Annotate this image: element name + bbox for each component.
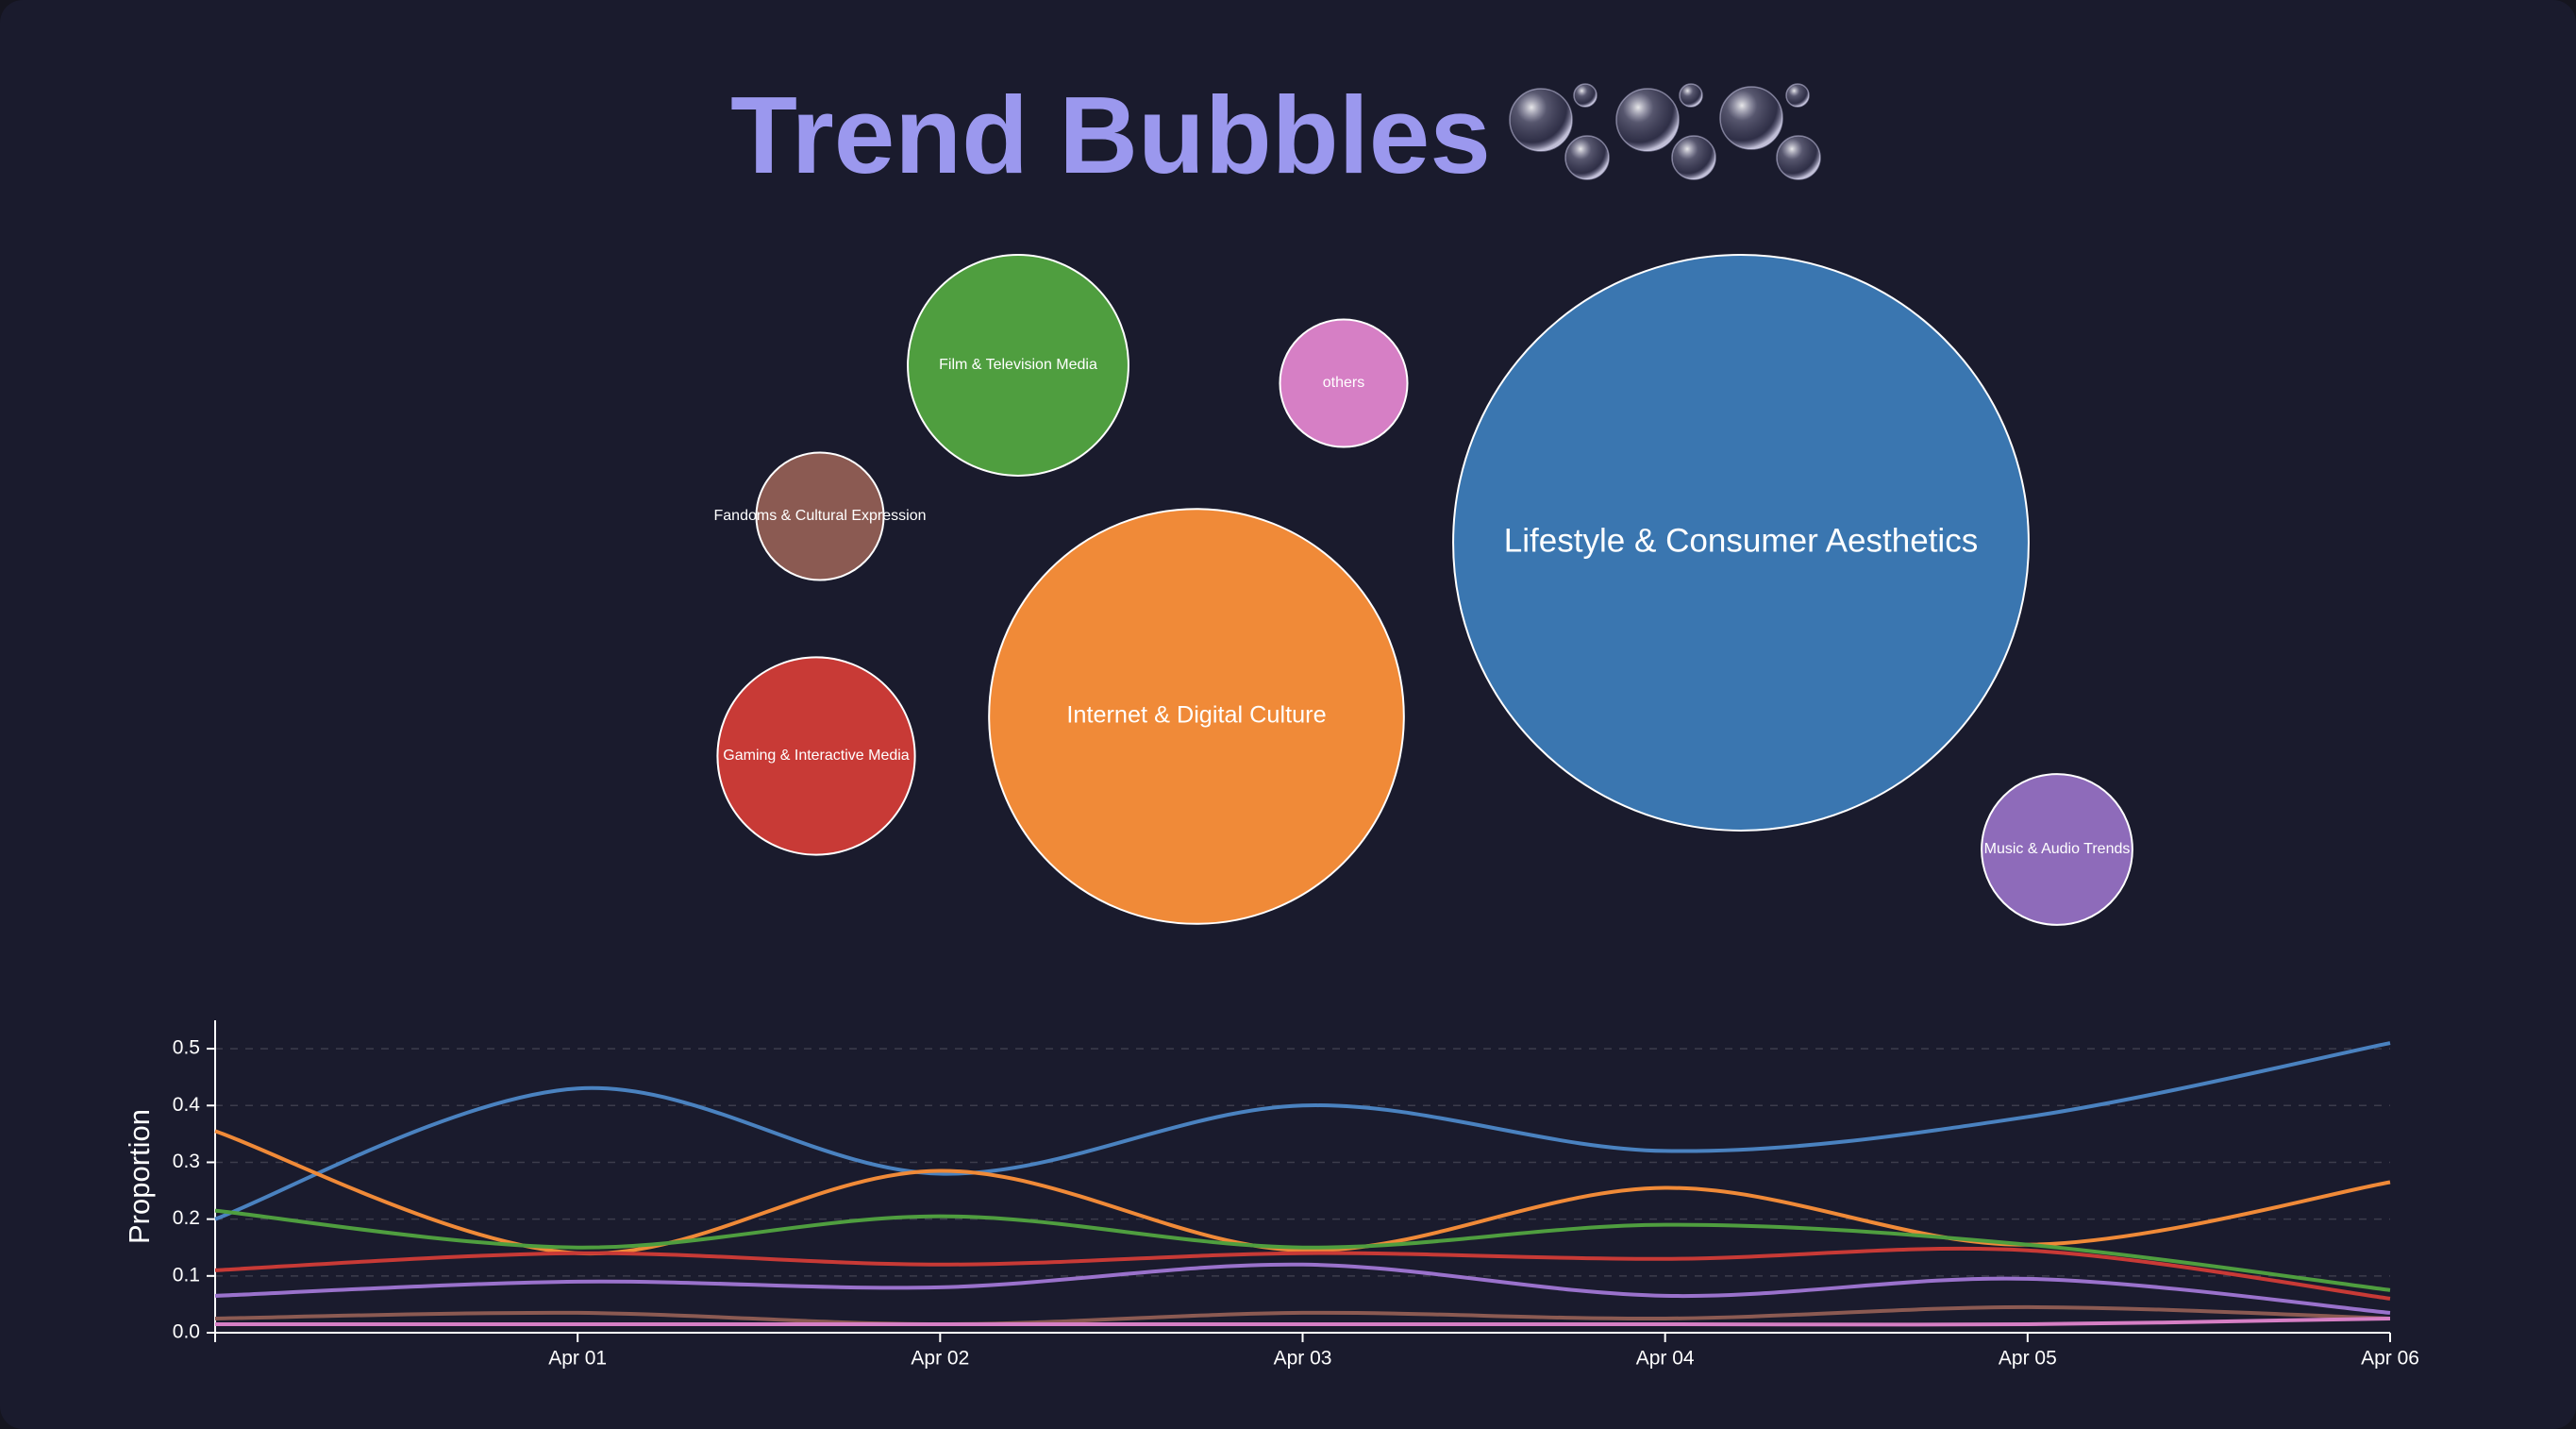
- bubble-label: Music & Audio Trends: [1984, 841, 2131, 857]
- line-series: [214, 1262, 2391, 1315]
- bubble: [1452, 254, 2030, 832]
- bubble: [988, 508, 1405, 925]
- y-tick-label: 0.2: [173, 1207, 200, 1229]
- y-axis-title: Proportion: [123, 1109, 156, 1244]
- x-tick-label: Apr 01: [548, 1348, 607, 1370]
- y-tick-label: 0.5: [173, 1037, 200, 1059]
- line-series: [214, 1246, 2391, 1301]
- y-tick-label: 0.0: [173, 1321, 200, 1343]
- bubble: [907, 254, 1129, 477]
- bubble: [755, 451, 885, 581]
- line-series: [215, 1316, 2391, 1327]
- y-tick-label: 0.1: [173, 1264, 200, 1286]
- line-series: [214, 1208, 2391, 1292]
- bubble-label: Film & Television Media: [939, 357, 1097, 373]
- bubble-label: Lifestyle & Consumer Aesthetics: [1504, 522, 1979, 559]
- bubble-label: Internet & Digital Culture: [1066, 702, 1326, 729]
- bubble: [1279, 318, 1409, 448]
- bubble: [1981, 773, 2133, 926]
- y-tick-label: 0.4: [173, 1094, 201, 1116]
- bubble: [716, 656, 916, 856]
- x-tick-label: Apr 04: [1636, 1348, 1695, 1370]
- y-tick-label: 0.3: [173, 1151, 200, 1172]
- bubble-label: Fandoms & Cultural Expression: [714, 508, 927, 524]
- page-title: Trend Bubbles: [730, 74, 1491, 196]
- bubble-label: Gaming & Interactive Media: [723, 748, 910, 764]
- x-tick-label: Apr 06: [2361, 1348, 2419, 1370]
- x-tick-label: Apr 02: [911, 1348, 969, 1370]
- line-series: [214, 1304, 2391, 1326]
- title-bubbles: [1509, 83, 1821, 180]
- bubble-label: others: [1323, 375, 1364, 391]
- x-tick-label: Apr 05: [1999, 1348, 2057, 1370]
- x-tick-label: Apr 03: [1274, 1348, 1332, 1370]
- line-series: [214, 1041, 2391, 1221]
